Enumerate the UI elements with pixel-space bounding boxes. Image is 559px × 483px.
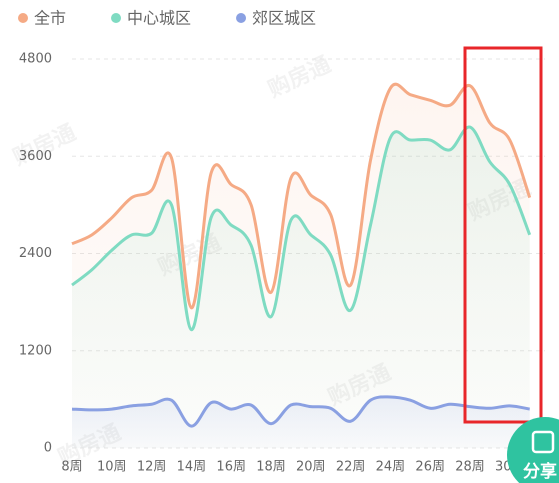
legend-marker — [18, 13, 28, 23]
x-tick-label: 14周 — [177, 460, 207, 475]
legend-label: 中心城区 — [127, 9, 191, 28]
x-tick-label: 22周 — [336, 460, 366, 475]
x-tick-label: 20周 — [296, 460, 326, 475]
x-tick-label: 18周 — [256, 460, 286, 475]
x-tick-label: 12周 — [137, 460, 167, 475]
x-tick-label: 26周 — [415, 460, 445, 475]
y-tick-label: 1200 — [19, 343, 52, 358]
y-tick-label: 2400 — [19, 246, 52, 261]
y-tick-label: 4800 — [19, 52, 52, 67]
area — [72, 396, 530, 448]
highlight-box — [463, 46, 543, 424]
share-label: 分享 — [523, 461, 557, 482]
y-tick-label: 3600 — [19, 149, 52, 164]
y-tick-label: 0 — [44, 441, 52, 456]
area — [72, 126, 530, 448]
x-tick-label: 28周 — [455, 460, 485, 475]
x-tick-label: 8周 — [61, 460, 82, 475]
share-button[interactable]: 分享 — [507, 417, 559, 483]
line — [71, 82, 532, 310]
legend-label: 全市 — [34, 9, 66, 28]
x-tick-label: 24周 — [376, 460, 406, 475]
legend-marker — [236, 13, 247, 23]
legend-marker — [111, 13, 122, 23]
line — [71, 125, 532, 332]
share-icon — [531, 430, 555, 454]
line — [71, 395, 530, 428]
x-tick-label: 16周 — [216, 460, 246, 475]
x-tick-label: 10周 — [97, 460, 127, 475]
legend-label: 郊区城区 — [252, 9, 316, 28]
